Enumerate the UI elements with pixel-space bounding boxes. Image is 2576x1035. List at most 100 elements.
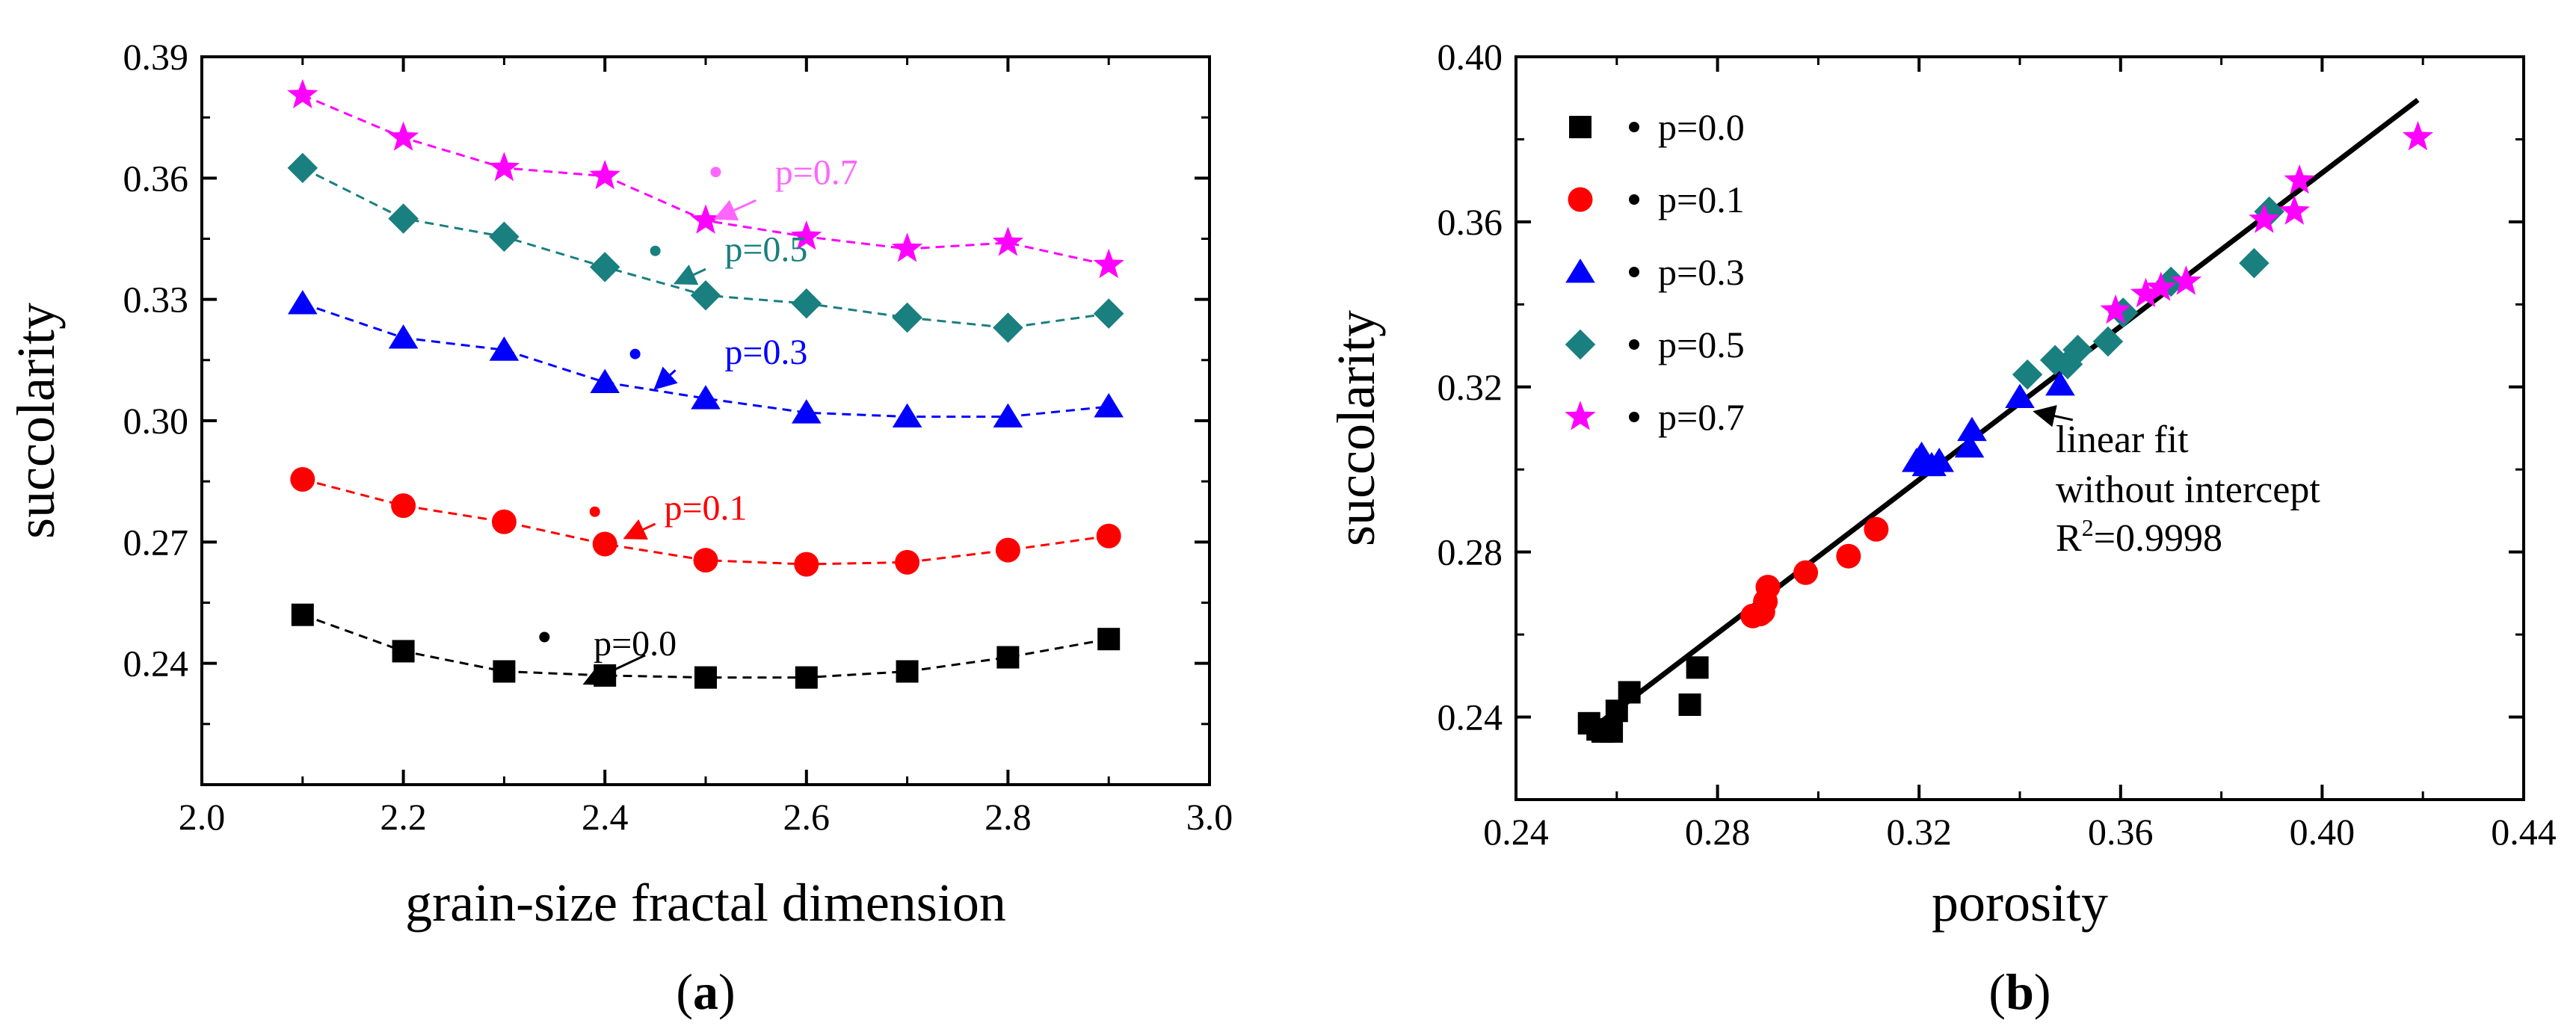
panel-b-y-tick-label: 0.28 (1438, 531, 1503, 573)
panel-b-letter: b (2006, 963, 2034, 1020)
panel-b-data-point (1755, 575, 1781, 600)
panel-b-data-point (2170, 265, 2202, 295)
panel-b-y-tick-label: 0.24 (1438, 696, 1503, 738)
panel-b-data-point (1793, 560, 1819, 585)
panel-a-data-point (993, 312, 1023, 343)
panel-b-data-point (2005, 383, 2035, 408)
panel-a-series-label: p=0.3 (724, 333, 807, 372)
panel-b-legend: p=0.0 p=0.1 p=0.3 p=0.5 p=0.7 (1565, 106, 1745, 438)
panel-a-data-point (691, 385, 721, 410)
panel-a-series (287, 78, 1124, 689)
panel-a-data-point (592, 531, 617, 557)
panel-b-y-tick-label: 0.32 (1438, 366, 1503, 408)
panel-a-data-point (792, 399, 822, 424)
panel-a-series-label-arrow (582, 654, 646, 685)
panel-a-data-point (594, 664, 617, 687)
panel-b-data-point (1686, 656, 1709, 679)
panel-b-data-point (1678, 693, 1701, 716)
panel-b-data-point (1924, 448, 1954, 472)
legend-marker (1569, 116, 1591, 138)
panel-a-data-point (1093, 298, 1124, 329)
panel-a-data-point (690, 280, 721, 311)
legend-marker (1568, 187, 1593, 212)
panel-b-x-tick-label: 0.28 (1685, 811, 1751, 853)
panel-a-data-point (589, 252, 620, 282)
panel-a-data-point (489, 221, 520, 253)
panel-a-data-point (388, 324, 419, 349)
panel-b-x-tick-label: 0.36 (2088, 811, 2154, 853)
panel-a-data-point (791, 220, 822, 250)
panel-a-data-point (1097, 628, 1121, 651)
panel-a-y-tick-label: 0.24 (123, 643, 189, 685)
panel-a-data-point (489, 336, 520, 361)
panel-a-y-tick-label: 0.30 (123, 400, 189, 442)
fit-r-squared: R2=0.9998 (2056, 514, 2222, 560)
panel-b-data-point (2145, 271, 2177, 301)
panel-a-series-label-arrow (713, 199, 757, 221)
panel-b-data-point (2278, 195, 2310, 225)
fit-line (1594, 97, 2420, 728)
panel-a-x-tick-label: 2.2 (380, 796, 427, 838)
panel-a-y-tick-label: 0.33 (123, 279, 189, 321)
panel-a-data-point (392, 640, 415, 663)
panel-a-series-line-2 (302, 302, 1109, 418)
panel-b-data-point (1836, 543, 1861, 569)
panel-b-data-point (2092, 326, 2124, 357)
panel-a-data-point (388, 203, 419, 234)
panel-a-series-label: p=0.0 (594, 624, 677, 664)
panel-a-data-point (493, 660, 516, 683)
r2-prefix: R (2056, 517, 2082, 560)
panel-a-x-tick-label: 2.0 (179, 796, 226, 838)
panel-b-data-point (2130, 277, 2162, 308)
panel-a-data-point (1096, 523, 1121, 549)
panel-a-data-point (693, 548, 718, 573)
legend-dot (1629, 339, 1639, 350)
panel-a-axes: 2.0 2.2 2.4 2.6 2.8 3.0 0.24 0.27 0.30 0.33 0.36 0.… (123, 36, 1233, 838)
panel-a-data-point (1093, 248, 1124, 279)
panel-a-data-point (896, 660, 919, 683)
panel-b-data-point (2062, 334, 2093, 365)
panel-b-x-tick-label: 0.32 (1886, 811, 1952, 853)
panel-b-x-tick-label: 0.40 (2290, 811, 2355, 853)
panel-a-data-point (996, 646, 1020, 669)
panel-b-data-point (1600, 720, 1624, 743)
panel-a-data-point (287, 152, 318, 184)
panel-a-series-label-arrow (623, 519, 656, 540)
panel-a-x-tick-label: 2.6 (783, 796, 831, 838)
panel-a-data-point (992, 226, 1024, 256)
panel-b-x-tick-label: 0.24 (1483, 811, 1549, 853)
panel-b-x-tick-label: 0.44 (2491, 811, 2557, 853)
panel-a-data-point (391, 493, 416, 519)
panel-a-data-point (993, 403, 1023, 427)
panel-a-series-label: p=0.1 (664, 489, 747, 528)
legend-label: p=0.0 (1658, 106, 1745, 148)
panel-a-series-label-dot (589, 506, 600, 517)
panel-a-data-point (291, 603, 314, 626)
legend-dot (1629, 122, 1639, 132)
panel-a-data-point (1094, 393, 1124, 418)
panel-a-data-point (690, 204, 721, 234)
panel-b-data-point (1954, 433, 1985, 458)
panel-a-series-label-arrow (653, 366, 678, 390)
panel-a-data-point (290, 466, 315, 492)
panel-a-x-tick-label: 2.4 (582, 796, 629, 838)
legend-marker (1565, 259, 1595, 283)
panel-a-data-point (491, 509, 517, 534)
panel-a-annotations: p=0.0 p=0.1 p=0.3 p=0.5 p=0.7 (539, 152, 858, 685)
panel-b-fit-annotation: linear fit without intercept R2=0.9998 (2033, 405, 2320, 560)
panel-a-series-label: p=0.7 (775, 152, 858, 192)
panel-a-data-point (895, 549, 920, 575)
panel-b-data-point (2402, 120, 2434, 151)
panel-a-data-point (795, 666, 818, 689)
r2-sup: 2 (2082, 514, 2094, 541)
panel-b-label: (b) (1988, 963, 2050, 1020)
panel-b-data-point (2284, 164, 2315, 194)
panel-b-data-point (1618, 681, 1641, 704)
panel-b-y-tick-label: 0.40 (1438, 36, 1503, 78)
panel-a-data-point (590, 368, 620, 393)
legend-label: p=0.7 (1658, 396, 1745, 438)
panel-a-series-label: p=0.5 (724, 229, 807, 269)
panel-a-x-tick-label: 3.0 (1186, 796, 1233, 838)
panel-a-data-point (791, 288, 822, 319)
